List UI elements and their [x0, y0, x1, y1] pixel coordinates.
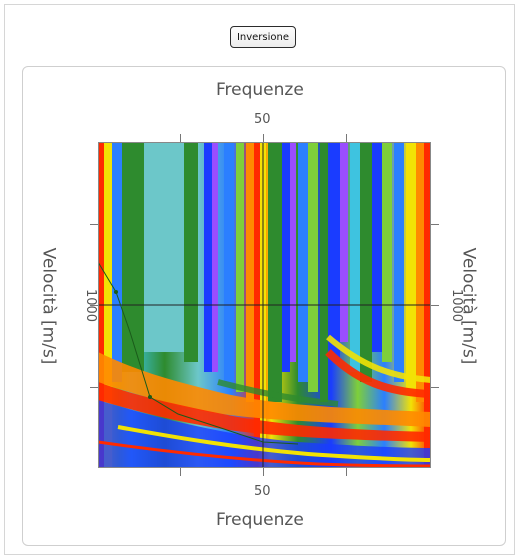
- tick-right-3: [431, 387, 439, 388]
- x-axis-title-bottom: Frequenze: [216, 510, 304, 530]
- tick-right-1: [431, 224, 439, 225]
- inversion-button[interactable]: Inversione: [230, 26, 296, 48]
- tick-left-3: [90, 387, 98, 388]
- y-tick-label-right: 1000: [449, 288, 465, 323]
- x-tick-label-top: 50: [254, 112, 271, 127]
- tick-bottom-1: [180, 468, 181, 476]
- tick-bottom-3: [346, 468, 347, 476]
- tick-bottom-2: [263, 468, 264, 476]
- spectrum-svg: [98, 142, 431, 468]
- tick-right-2: [431, 305, 439, 306]
- tick-left-1: [90, 224, 98, 225]
- tick-top-1: [180, 134, 181, 142]
- dispersion-spectrum-image[interactable]: [98, 142, 431, 468]
- x-tick-label-bottom: 50: [254, 484, 271, 499]
- y-axis-title-left: Velocità [m/s]: [38, 247, 59, 365]
- tick-left-2: [90, 305, 98, 306]
- tick-top-2: [263, 134, 264, 142]
- x-axis-title-top: Frequenze: [216, 80, 304, 100]
- tick-top-3: [346, 134, 347, 142]
